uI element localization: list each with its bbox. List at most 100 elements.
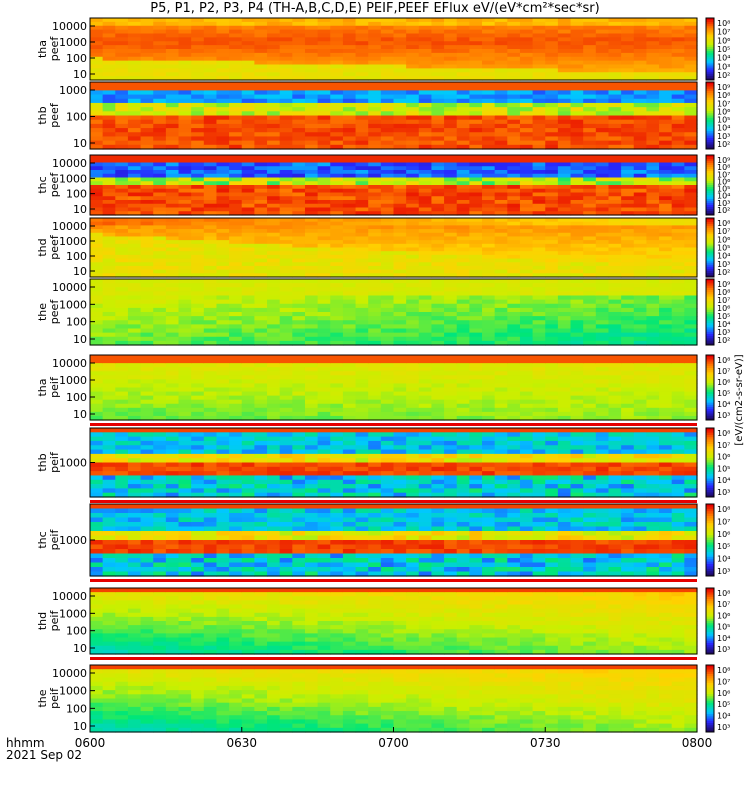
colorbar-tick-label: 10⁷ bbox=[717, 99, 730, 108]
y-tick-label: 1000 bbox=[59, 172, 87, 185]
date-label: 2021 Sep 02 bbox=[6, 748, 82, 762]
panel-product-label: peif bbox=[48, 610, 61, 632]
panel-tha-peif: 10000 1000 100 10 tha peif 10⁸ 10⁷ 10⁶ 10⁵ 10⁴ 10³ bbox=[36, 354, 730, 426]
colorbar-tick-label: 10⁸ bbox=[717, 666, 730, 675]
colorbar-tick-label: 10⁵ bbox=[717, 244, 730, 253]
colorbar-tick-label: 10³ bbox=[717, 567, 730, 576]
y-tick-label: 10000 bbox=[52, 157, 87, 170]
panel-thb-peif: 1000 thb peif 10⁸ 10⁷ 10⁶ 10⁵ 10⁴ 10³ bbox=[36, 427, 730, 503]
y-tick-label: 10000 bbox=[52, 357, 87, 370]
panel-frame bbox=[89, 217, 698, 278]
y-tick-label: 1000 bbox=[59, 685, 87, 698]
time-tick-label: 0800 bbox=[682, 736, 713, 750]
panel-product-label: peef bbox=[48, 172, 61, 198]
panel-probe-label: tha bbox=[36, 40, 49, 58]
colorbar-tick-label: 10⁹ bbox=[717, 83, 730, 92]
colorbar-tick-label: 10⁴ bbox=[717, 124, 730, 133]
colorbar-tick-label: 10⁴ bbox=[717, 400, 730, 409]
colorbar: 10⁸ 10⁷ 10⁶ 10⁵ 10⁴ 10³ bbox=[705, 354, 730, 421]
panel-thd-peif: 10000 1000 100 10 thd peif 10⁸ 10⁷ 10⁶ 10⁵ 10⁴ 10³ bbox=[36, 587, 730, 660]
y-tick-label: 1000 bbox=[59, 84, 87, 97]
colorbar-tick-label: 10⁵ bbox=[717, 542, 730, 551]
y-tick-label: 100 bbox=[66, 188, 87, 201]
colorbar-tick-label: 10⁵ bbox=[717, 700, 730, 709]
colorbar-tick-label: 10⁸ bbox=[717, 288, 730, 297]
y-tick-label: 1000 bbox=[59, 36, 87, 49]
colorbar-tick-label: 10⁵ bbox=[717, 623, 730, 632]
colorbar-tick-label: 10² bbox=[717, 71, 730, 80]
panel-probe-label: thc bbox=[36, 176, 49, 193]
colorbar-tick-label: 10⁷ bbox=[717, 296, 730, 305]
panel-probe-label: thd bbox=[36, 612, 49, 630]
panel-product-label: peif bbox=[48, 376, 61, 398]
panel-product-label: peef bbox=[48, 234, 61, 260]
panel-tha-peef: 10000 1000 100 10 tha peef 10⁸10⁷10⁶10⁵10⁴10³1… bbox=[36, 17, 730, 81]
colorbar-tick-label: 10⁵ bbox=[717, 464, 730, 473]
colorbar-tick-label: 10⁴ bbox=[717, 192, 730, 201]
y-tick-label: 10000 bbox=[52, 281, 87, 294]
colorbar-tick-label: 10⁶ bbox=[717, 107, 730, 116]
panel-probe-label: tha bbox=[36, 378, 49, 396]
panel-product-label: peif bbox=[48, 687, 61, 709]
colorbar-tick-label: 10⁴ bbox=[717, 320, 730, 329]
y-tick-label: 100 bbox=[66, 702, 87, 715]
y-tick-label: 10000 bbox=[52, 590, 87, 603]
time-tick-label: 0700 bbox=[378, 736, 409, 750]
colorbar-tick-label: 10⁶ bbox=[717, 689, 730, 698]
panel-frame bbox=[89, 154, 698, 216]
y-tick-label: 1000 bbox=[59, 534, 87, 547]
colorbar-tick-label: 10³ bbox=[717, 645, 730, 654]
colorbar-tick-label: 10⁸ bbox=[717, 163, 730, 172]
colorbar-unit-label: [eV/(cm2-s-sr-eV)] bbox=[734, 354, 745, 445]
y-tick-label: 10 bbox=[73, 408, 87, 421]
y-tick-label: 10000 bbox=[52, 220, 87, 233]
colorbar: 10⁸ 10⁷ 10⁶ 10⁵ 10⁴ 10³ bbox=[705, 427, 730, 498]
panel-probe-label: thc bbox=[36, 531, 49, 548]
y-tick-label: 100 bbox=[66, 52, 87, 65]
colorbar-tick-label: 10⁴ bbox=[717, 54, 730, 63]
colorbar-tick-label: 10³ bbox=[717, 132, 730, 141]
colorbar-tick-label: 10⁶ bbox=[717, 304, 730, 313]
colorbar-tick-label: 10⁸ bbox=[717, 589, 730, 598]
panel-probe-label: thb bbox=[36, 106, 49, 124]
y-tick-label: 1000 bbox=[59, 298, 87, 311]
y-tick-label: 1000 bbox=[59, 457, 87, 470]
colorbar-tick-label: 10⁹ bbox=[717, 280, 730, 289]
colorbar-tick-label: 10⁶ bbox=[717, 530, 730, 539]
y-tick-label: 10000 bbox=[52, 20, 87, 33]
y-tick-label: 100 bbox=[66, 111, 87, 124]
panel-thc-peef: 10000 1000 100 10 thc peef 10⁹10⁸10⁷10⁶10⁵10⁴1… bbox=[36, 154, 730, 221]
colorbar-tick-label: 10⁴ bbox=[717, 634, 730, 643]
y-tick-label: 100 bbox=[66, 625, 87, 638]
y-tick-label: 1000 bbox=[59, 374, 87, 387]
y-tick-label: 100 bbox=[66, 250, 87, 263]
panel-probe-label: thd bbox=[36, 238, 49, 256]
colorbar-tick-label: 10⁵ bbox=[717, 185, 730, 194]
y-tick-label: 10 bbox=[73, 642, 87, 655]
y-tick-label: 10 bbox=[73, 333, 87, 346]
colorbar-tick-label: 10⁶ bbox=[717, 453, 730, 462]
colorbar-tick-label: 10⁸ bbox=[717, 429, 730, 438]
y-tick-label: 10 bbox=[73, 203, 87, 216]
colorbar-tick-label: 10⁷ bbox=[717, 28, 730, 37]
panel-frame bbox=[89, 587, 698, 655]
colorbar-tick-label: 10⁶ bbox=[717, 611, 730, 620]
colorbar-tick-label: 10⁴ bbox=[717, 252, 730, 261]
panel-thd-peef: 10000 1000 100 10 thd peef 10⁸10⁷10⁶10⁵10⁴10³1… bbox=[36, 217, 730, 278]
colorbar-tick-label: 10⁸ bbox=[717, 91, 730, 100]
colorbar-tick-label: 10⁴ bbox=[717, 476, 730, 485]
y-tick-label: 1000 bbox=[59, 607, 87, 620]
colorbar: 10⁸ 10⁷ 10⁶ 10⁵ 10⁴ 10³ bbox=[705, 664, 730, 733]
colorbar-tick-label: 10² bbox=[717, 140, 730, 149]
y-tick-label: 10 bbox=[73, 68, 87, 81]
time-axis-label: hhmm bbox=[6, 736, 45, 750]
colorbar-tick-label: 10⁸ bbox=[717, 219, 730, 228]
panel-product-label: peef bbox=[48, 102, 61, 128]
colorbar-tick-label: 10⁷ bbox=[717, 170, 730, 179]
